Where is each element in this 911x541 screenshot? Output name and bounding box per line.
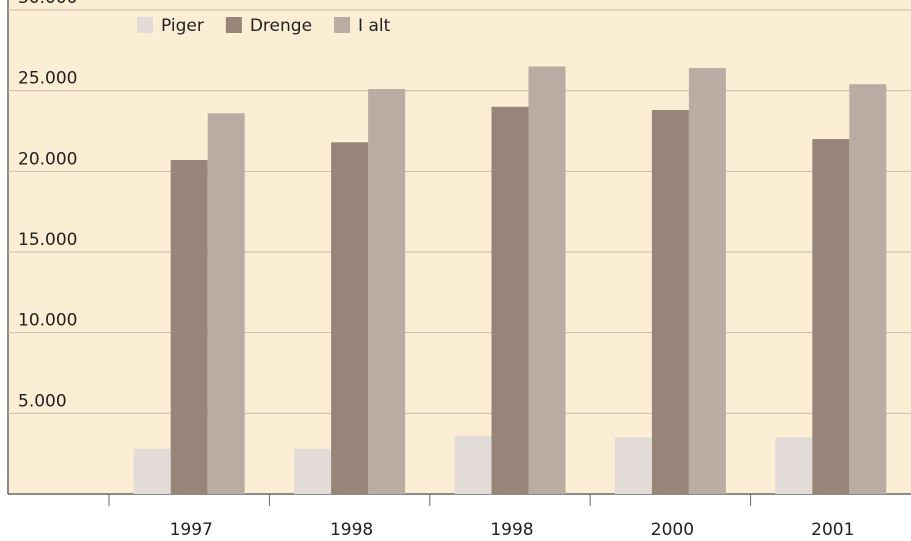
y-tick-label: 10.000 xyxy=(18,311,77,331)
y-tick-label: 20.000 xyxy=(18,149,77,169)
y-tick-label: 15.000 xyxy=(18,230,77,250)
legend-swatch xyxy=(137,17,153,33)
x-tick-label: 1997 xyxy=(170,520,213,540)
bar xyxy=(491,106,529,495)
y-tick-label: 5.000 xyxy=(18,391,67,411)
bar xyxy=(294,448,332,494)
bar xyxy=(614,437,652,494)
x-tick-label: 2000 xyxy=(651,520,694,540)
x-tick-label: 2001 xyxy=(811,520,854,540)
bar xyxy=(454,435,492,494)
legend-label: Drenge xyxy=(250,16,312,36)
bar xyxy=(170,160,208,495)
y-tick-label: 30.000 xyxy=(18,0,77,8)
plot-background xyxy=(8,0,911,494)
bar xyxy=(651,110,689,494)
bar xyxy=(812,139,850,495)
legend-swatch xyxy=(334,17,351,33)
y-tick-label: 25.000 xyxy=(18,69,77,89)
bar xyxy=(688,68,726,494)
bar xyxy=(331,142,369,494)
bar xyxy=(775,437,813,494)
bar xyxy=(528,66,566,494)
x-tick-label: 1998 xyxy=(490,520,533,540)
legend-swatch xyxy=(225,17,242,33)
bar xyxy=(207,113,245,495)
legend-label: Piger xyxy=(161,16,204,36)
bar xyxy=(368,89,406,494)
bar xyxy=(849,84,887,495)
bar xyxy=(133,448,171,494)
legend-label: I alt xyxy=(358,16,391,36)
x-tick-label: 1998 xyxy=(330,520,373,540)
